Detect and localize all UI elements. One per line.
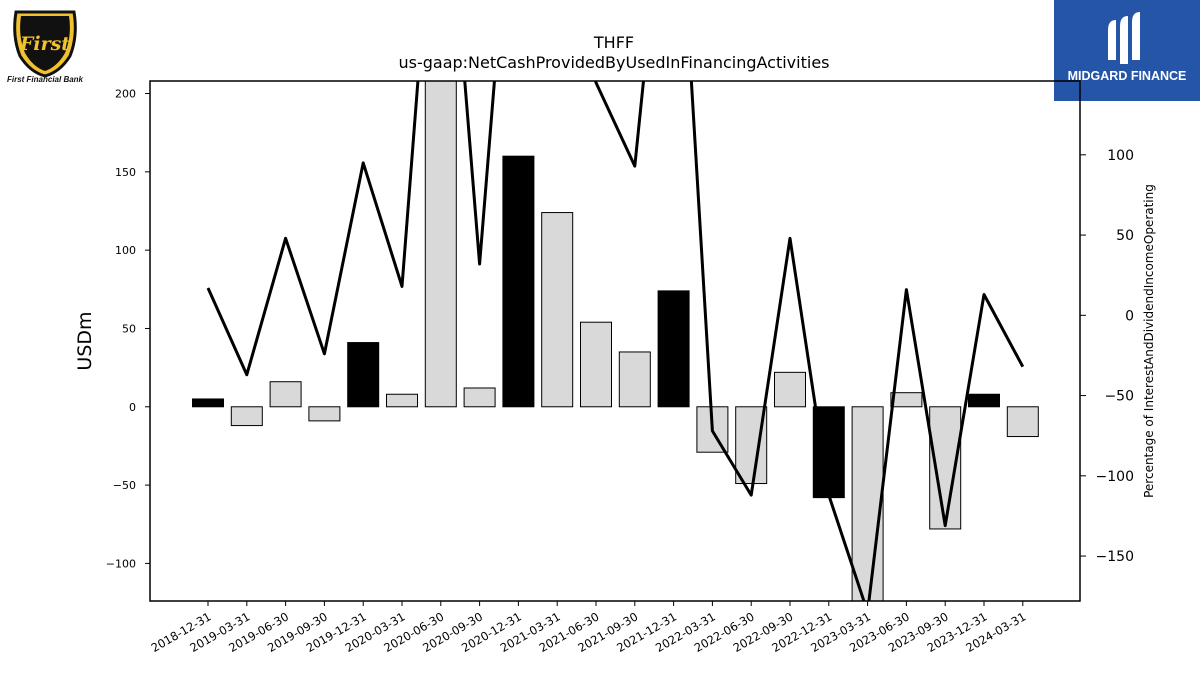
- bar: [735, 406, 768, 485]
- y-tick-label: −50: [113, 479, 136, 492]
- bar: [1006, 406, 1039, 438]
- first-financial-bank-logo: First First Financial Bank: [4, 6, 88, 86]
- y-axis-left: −100 −50 0 50 100 150 200: [106, 88, 150, 570]
- bar: [230, 406, 263, 427]
- bar: [463, 387, 496, 408]
- logo-bank-name: First Financial Bank: [7, 75, 84, 84]
- bar: [618, 351, 651, 408]
- bar: [269, 381, 302, 408]
- first-financial-shield-icon: First First Financial Bank: [7, 10, 84, 84]
- y2-tick-label: −150: [1096, 549, 1134, 565]
- x-axis: 2018-12-312019-03-312019-06-302019-09-30…: [149, 601, 1028, 655]
- y-tick-label: 150: [115, 166, 136, 179]
- y2-tick-label: 0: [1125, 308, 1134, 324]
- chart-title: THFF: [593, 33, 634, 52]
- bar: [502, 155, 535, 408]
- y-axis-right: −150 −100 −50 0 50 100: [1080, 148, 1134, 565]
- midgard-finance-logo: MIDGARD FINANCE: [1054, 0, 1200, 101]
- bar: [851, 406, 884, 601]
- bar: [890, 392, 923, 408]
- bar: [192, 398, 224, 408]
- y2-tick-label: 50: [1116, 228, 1134, 244]
- y2-axis-label: Percentage of InterestAndDividendIncomeO…: [1142, 184, 1156, 498]
- logo-brand-text: First: [19, 33, 70, 55]
- bar: [580, 321, 612, 408]
- y-tick-label: 200: [115, 88, 136, 101]
- series-line: [206, 81, 1025, 601]
- y2-tick-label: −50: [1104, 389, 1134, 405]
- bar: [308, 406, 341, 422]
- bar: [424, 81, 457, 408]
- y2-tick-label: 100: [1107, 148, 1134, 164]
- plot-frame: [149, 80, 1081, 602]
- bar: [774, 371, 806, 408]
- bar: [386, 393, 418, 408]
- chart-subtitle: us-gaap:NetCashProvidedByUsedInFinancing…: [398, 53, 829, 72]
- midgard-finance-icon: MIDGARD FINANCE: [1068, 12, 1187, 83]
- bars-layer: [192, 81, 1039, 601]
- y-tick-label: −100: [106, 557, 136, 570]
- y-axis-label: USDm: [74, 311, 96, 370]
- y-tick-label: 50: [122, 322, 136, 335]
- logo-company-name: MIDGARD FINANCE: [1068, 69, 1187, 83]
- y-tick-label: 100: [115, 244, 136, 257]
- bar: [347, 342, 380, 408]
- line-layer: [206, 81, 1025, 601]
- y-tick-label: 0: [129, 401, 136, 414]
- y2-tick-label: −100: [1096, 469, 1134, 485]
- bar: [968, 393, 1000, 408]
- bar: [541, 212, 574, 408]
- bar: [657, 290, 690, 408]
